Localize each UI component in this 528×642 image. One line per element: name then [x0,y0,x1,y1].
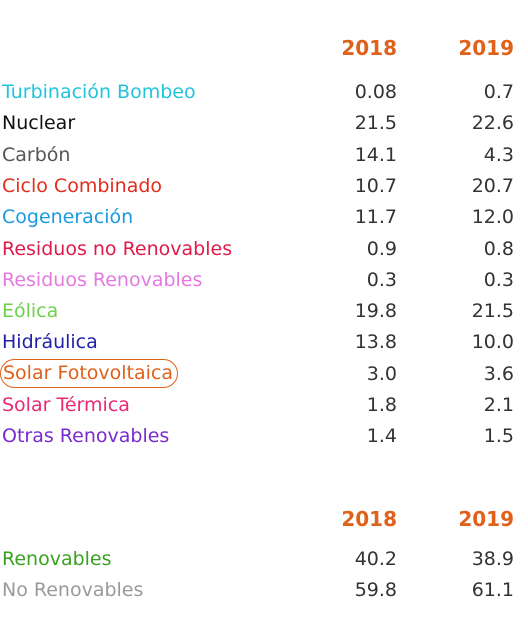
source-value-2018: 0.9 [366,237,397,260]
source-label: Nuclear [2,112,76,135]
source-value-2018: 0.3 [366,268,397,291]
source-label: Carbón [2,143,71,166]
source-value-2018: 0.08 [354,81,397,103]
source-value-2018: 13.8 [354,331,397,354]
source-row: Solar Fotovoltaica 3.0 3.6 [0,358,528,390]
source-value-2018: 19.8 [354,300,397,323]
source-row: Residuos no Renovables 0.9 0.8 [0,234,528,265]
source-value-2018: 11.7 [354,206,397,229]
source-value-2018: 21.5 [354,112,397,135]
source-row: Turbinación Bombeo 0.08 0.7 [0,77,528,108]
summary-value-2018: 59.8 [354,579,397,601]
source-row: Eólica 19.8 21.5 [0,296,528,327]
source-label: Ciclo Combinado [2,174,163,197]
source-row: Residuos Renovables 0.3 0.3 [0,265,528,296]
summary-value-2019: 38.9 [471,548,514,570]
summary-year-2019-header: 2019 [458,507,514,531]
year-2018-header: 2018 [341,36,397,60]
summary-row: No Renovables 59.8 61.1 [0,575,528,606]
source-label: Otras Renovables [2,425,170,448]
table-header: 2018 2019 [0,33,528,64]
source-label-highlighted: Solar Fotovoltaica [0,358,179,388]
source-value-2019: 22.6 [471,112,514,135]
summary-label: No Renovables [2,579,144,601]
source-row: Ciclo Combinado 10.7 20.7 [0,171,528,202]
source-value-2019: 1.5 [483,425,514,448]
summary-row: Renovables 40.2 38.9 [0,544,528,575]
source-row: Cogeneración 11.7 12.0 [0,202,528,233]
source-value-2019: 0.3 [483,268,514,291]
source-row: Otras Renovables 1.4 1.5 [0,421,528,452]
source-value-2019: 3.6 [483,362,514,385]
source-value-2018: 14.1 [354,143,397,166]
source-row: Hidráulica 13.8 10.0 [0,327,528,358]
source-label: Residuos no Renovables [2,237,233,260]
summary-value-2018: 40.2 [354,548,397,570]
source-value-2018: 3.0 [366,362,397,385]
source-value-2019: 12.0 [471,206,514,229]
source-value-2019: 4.3 [483,143,514,166]
year-2019-header: 2019 [458,36,514,60]
source-row: Solar Térmica 1.8 2.1 [0,390,528,421]
source-value-2018: 10.7 [354,174,397,197]
source-value-2018: 1.8 [366,394,397,416]
source-label: Cogeneración [2,206,134,229]
source-value-2018: 1.4 [366,425,397,448]
summary-year-2018-header: 2018 [341,507,397,531]
source-value-2019: 10.0 [471,331,514,354]
source-value-2019: 0.7 [483,81,514,103]
source-label: Residuos Renovables [2,268,203,291]
summary-label: Renovables [2,548,112,570]
source-label: Solar Térmica [2,394,130,416]
source-value-2019: 20.7 [471,174,514,197]
source-label: Hidráulica [2,331,98,354]
source-row: Carbón 14.1 4.3 [0,140,528,171]
source-value-2019: 21.5 [471,300,514,323]
summary-value-2019: 61.1 [471,579,514,601]
source-label: Turbinación Bombeo [2,81,196,103]
source-label: Eólica [2,300,59,323]
source-value-2019: 0.8 [483,237,514,260]
source-row: Nuclear 21.5 22.6 [0,108,528,139]
summary-header: 2018 2019 [0,504,528,535]
source-value-2019: 2.1 [483,394,514,416]
